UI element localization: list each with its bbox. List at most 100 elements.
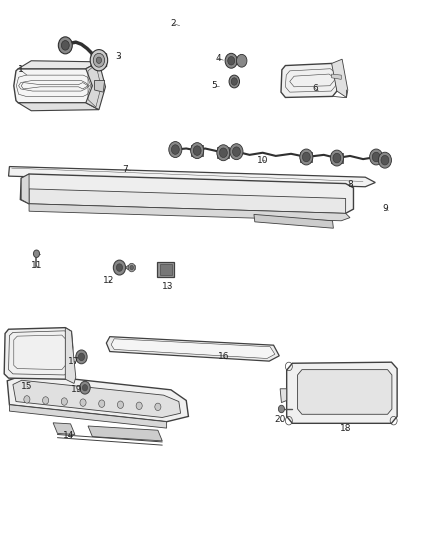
Polygon shape <box>300 152 312 163</box>
Text: 13: 13 <box>162 282 173 291</box>
Polygon shape <box>297 369 392 414</box>
Polygon shape <box>77 351 86 363</box>
Circle shape <box>93 53 105 67</box>
Circle shape <box>24 395 30 403</box>
Polygon shape <box>53 423 75 434</box>
Polygon shape <box>332 74 341 79</box>
Polygon shape <box>331 153 343 164</box>
Polygon shape <box>91 52 107 69</box>
Polygon shape <box>29 189 346 213</box>
Circle shape <box>225 53 237 68</box>
Circle shape <box>82 384 88 391</box>
Circle shape <box>217 145 230 161</box>
Text: 8: 8 <box>347 180 353 189</box>
Circle shape <box>372 152 380 162</box>
Circle shape <box>42 397 49 404</box>
Polygon shape <box>254 214 333 228</box>
Polygon shape <box>65 328 76 383</box>
Circle shape <box>58 37 72 54</box>
Polygon shape <box>18 61 99 69</box>
Text: 5: 5 <box>212 81 218 90</box>
Circle shape <box>333 154 341 163</box>
Polygon shape <box>332 59 348 98</box>
Circle shape <box>61 41 69 50</box>
Circle shape <box>171 145 179 155</box>
Bar <box>119 196 135 203</box>
Polygon shape <box>86 62 106 110</box>
Circle shape <box>279 405 285 413</box>
Circle shape <box>61 398 67 405</box>
Circle shape <box>381 156 389 165</box>
Circle shape <box>330 150 343 166</box>
Polygon shape <box>88 426 162 441</box>
Text: 20: 20 <box>275 415 286 424</box>
Polygon shape <box>81 383 89 392</box>
Polygon shape <box>95 80 105 92</box>
Circle shape <box>113 260 126 275</box>
Bar <box>84 195 100 201</box>
Circle shape <box>117 264 123 271</box>
Text: 3: 3 <box>116 52 121 61</box>
Circle shape <box>76 350 87 364</box>
Circle shape <box>230 144 243 160</box>
Polygon shape <box>4 328 73 379</box>
FancyBboxPatch shape <box>157 262 174 277</box>
Polygon shape <box>10 405 166 428</box>
Polygon shape <box>217 148 230 158</box>
Polygon shape <box>60 39 71 51</box>
Circle shape <box>128 263 135 272</box>
Polygon shape <box>29 204 350 221</box>
Text: 10: 10 <box>257 156 268 165</box>
Polygon shape <box>238 55 246 66</box>
Circle shape <box>169 142 182 158</box>
Polygon shape <box>191 146 203 156</box>
Text: 19: 19 <box>71 385 83 394</box>
Text: 6: 6 <box>312 84 318 93</box>
Circle shape <box>136 402 142 409</box>
Circle shape <box>378 152 392 168</box>
Circle shape <box>99 400 105 407</box>
Text: 15: 15 <box>21 382 33 391</box>
Text: 14: 14 <box>63 431 74 440</box>
Circle shape <box>96 57 102 63</box>
Circle shape <box>78 353 85 361</box>
Text: 16: 16 <box>218 352 229 361</box>
Text: 9: 9 <box>382 204 388 213</box>
Circle shape <box>233 147 240 157</box>
Polygon shape <box>111 339 275 359</box>
Polygon shape <box>7 374 188 422</box>
Bar <box>182 197 198 204</box>
Bar <box>212 197 229 204</box>
Circle shape <box>231 78 237 85</box>
Text: 17: 17 <box>68 357 80 366</box>
Polygon shape <box>280 389 287 402</box>
Circle shape <box>302 152 310 162</box>
Text: 2: 2 <box>170 19 176 28</box>
Circle shape <box>228 56 235 65</box>
Text: 4: 4 <box>215 54 221 62</box>
Polygon shape <box>18 103 99 111</box>
Circle shape <box>130 265 134 270</box>
Text: 18: 18 <box>340 424 351 433</box>
Circle shape <box>219 148 227 158</box>
Circle shape <box>370 149 383 165</box>
Polygon shape <box>227 55 236 67</box>
Text: 1: 1 <box>18 66 23 74</box>
FancyBboxPatch shape <box>159 264 172 275</box>
Circle shape <box>229 75 240 88</box>
Polygon shape <box>126 265 135 270</box>
Polygon shape <box>21 174 29 204</box>
Circle shape <box>80 399 86 406</box>
Polygon shape <box>13 380 180 417</box>
Circle shape <box>90 50 108 71</box>
Circle shape <box>80 381 90 394</box>
Polygon shape <box>230 76 238 87</box>
Bar <box>149 196 166 203</box>
Text: 11: 11 <box>31 261 42 270</box>
Circle shape <box>191 143 204 159</box>
Circle shape <box>193 146 201 156</box>
Polygon shape <box>14 69 92 103</box>
Polygon shape <box>281 63 337 98</box>
Polygon shape <box>106 337 279 361</box>
Text: 7: 7 <box>122 165 128 174</box>
